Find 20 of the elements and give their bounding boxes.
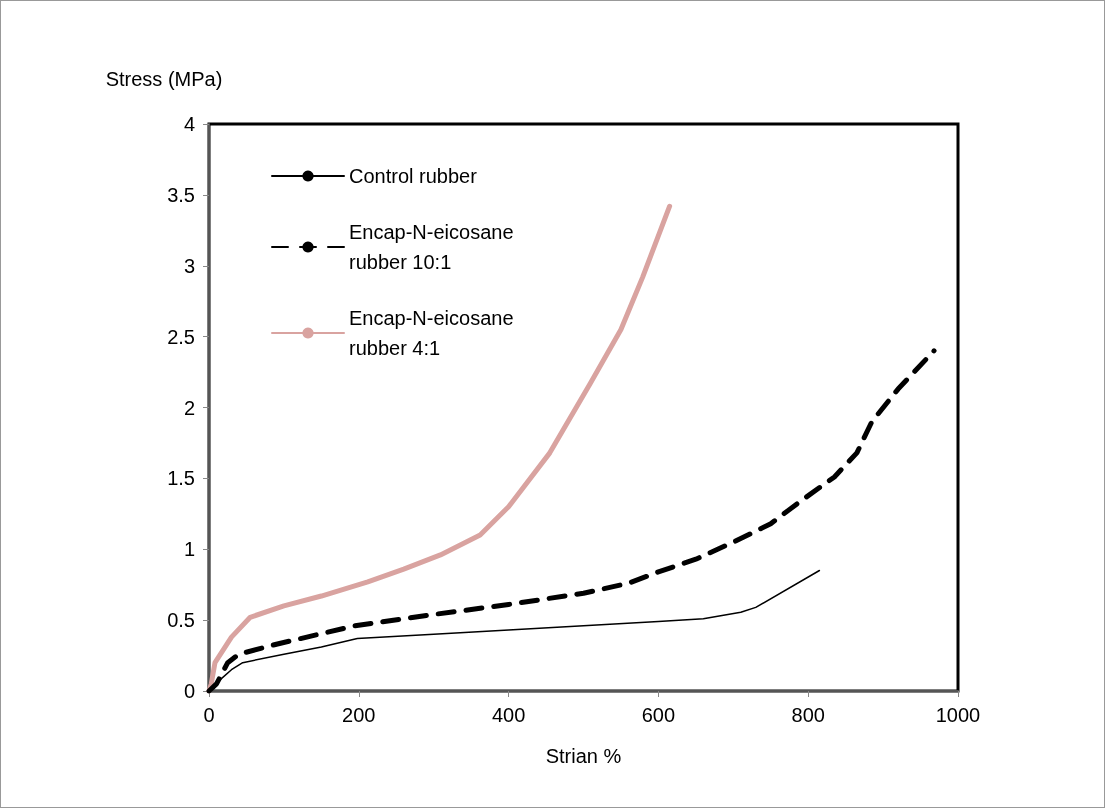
legend-label: Encap-N-eicosane rubber 10:1 <box>349 221 520 273</box>
x-tick-label: 0 <box>203 704 215 726</box>
x-tick-label: 1000 <box>935 704 981 726</box>
x-axis-title: Strian % <box>545 745 622 767</box>
x-tick-label: 200 <box>342 704 376 726</box>
legend-label: Encap-N-eicosane rubber 4:1 <box>349 307 520 359</box>
x-tick-label: 800 <box>791 704 825 726</box>
legend-label: Control rubber <box>349 165 478 187</box>
x-tick-label: 400 <box>491 704 526 726</box>
y-tick-label: 4 <box>183 113 195 135</box>
y-tick-label: 0.5 <box>167 609 195 632</box>
y-tick-label: 0 <box>183 680 195 702</box>
y-tick-label: 2 <box>183 396 195 419</box>
y-tick-label: 1.5 <box>167 467 195 490</box>
y-tick-label: 1 <box>183 538 195 561</box>
x-tick-label: 600 <box>641 704 676 726</box>
y-tick-label: 3.5 <box>167 183 195 206</box>
y-axis-title: Stress (MPa) <box>105 68 223 90</box>
y-tick-label: 2.5 <box>167 325 195 348</box>
y-tick-label: 3 <box>183 254 195 277</box>
